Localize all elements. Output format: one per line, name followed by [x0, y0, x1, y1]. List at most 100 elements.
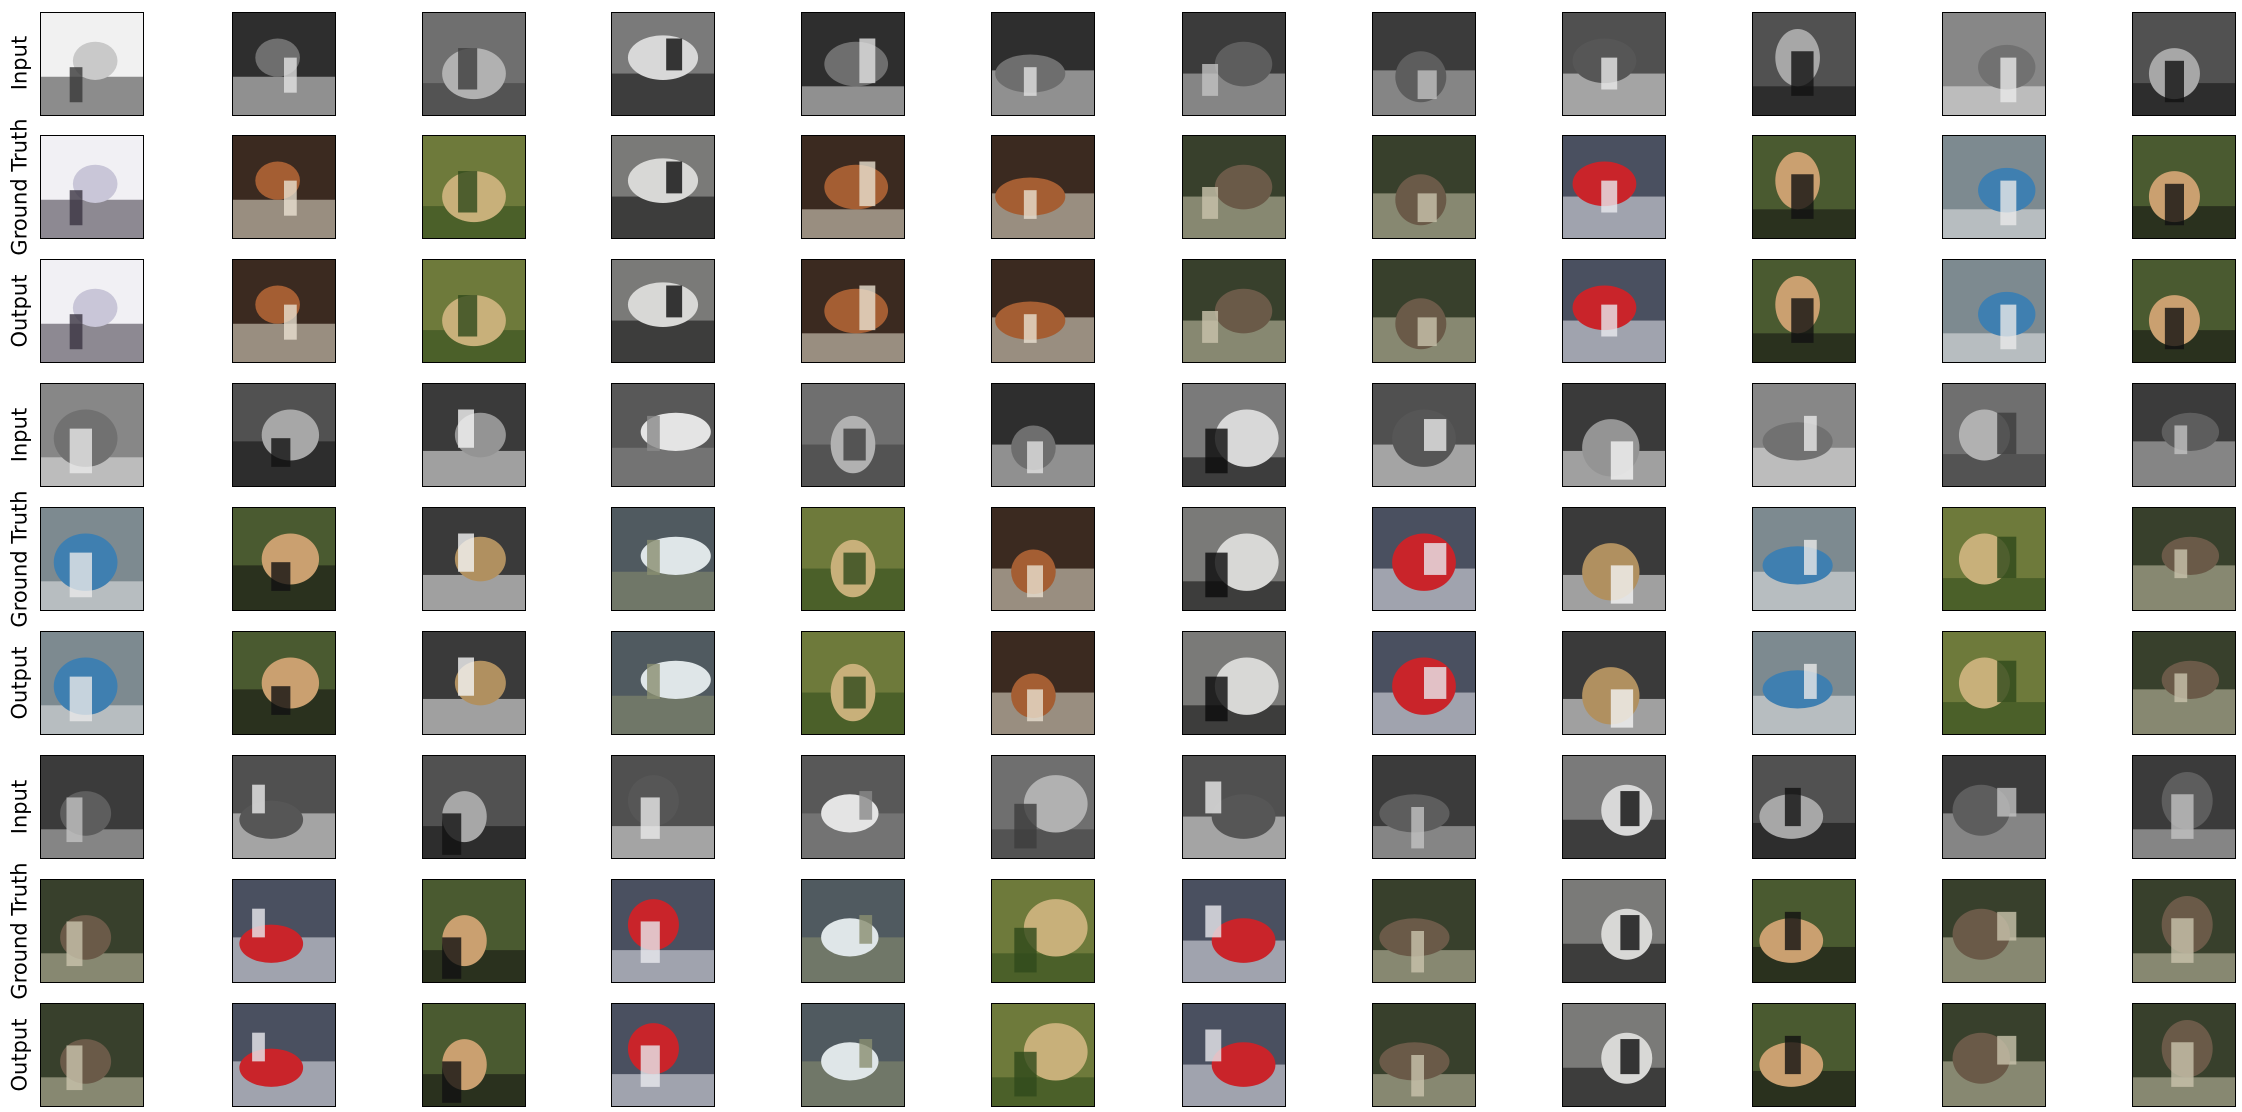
thumbnail-horse [801, 259, 905, 363]
thumbnail-deer [1752, 879, 1856, 983]
thumbnail-car [1182, 507, 1286, 611]
thumbnail-deer [422, 879, 526, 983]
thumbnail-truck [1562, 259, 1666, 363]
thumbnail-car [1562, 879, 1666, 983]
thumbnail-horse [801, 12, 905, 116]
thumbnail-cat [422, 507, 526, 611]
thumbnail-car [611, 259, 715, 363]
thumbnail-car [1562, 755, 1666, 859]
thumbnail-airplane [611, 507, 715, 611]
thumbnail-deer [422, 1003, 526, 1107]
thumbnail-deer [232, 507, 336, 611]
thumbnail-horse [991, 631, 1095, 735]
thumbnail-bird [2132, 507, 2236, 611]
row-label-text: Output [7, 646, 32, 720]
thumbnail-deer [232, 631, 336, 735]
thumbnail-cat [1562, 383, 1666, 487]
thumbnail-bird [40, 879, 144, 983]
thumbnail-ship [1942, 135, 2046, 239]
thumbnail-ship [40, 383, 144, 487]
thumbnail-deer [1752, 12, 1856, 116]
thumbnail-deer [1752, 135, 1856, 239]
thumbnail-frog [801, 631, 905, 735]
thumbnail-airplane [611, 383, 715, 487]
thumbnail-dog [40, 12, 144, 116]
thumbnail-bird [1372, 1003, 1476, 1107]
thumbnail-bird [1372, 135, 1476, 239]
thumbnail-bird [2132, 879, 2236, 983]
thumbnail-frog [991, 879, 1095, 983]
thumbnail-ship [40, 507, 144, 611]
thumbnail-bird [2132, 631, 2236, 735]
thumbnail-dog [40, 135, 144, 239]
row-label-text: Input [7, 407, 32, 463]
thumbnail-frog [1942, 383, 2046, 487]
thumbnail-bird [40, 1003, 144, 1107]
thumbnail-ship [40, 631, 144, 735]
thumbnail-bird [1942, 1003, 2046, 1107]
thumbnail-deer [1752, 259, 1856, 363]
thumbnail-frog [801, 383, 905, 487]
thumbnail-frog [1942, 631, 2046, 735]
thumbnail-deer [2132, 259, 2236, 363]
thumbnail-deer [1752, 755, 1856, 859]
thumbnail-cat [1562, 507, 1666, 611]
thumbnail-bird [1372, 879, 1476, 983]
thumbnail-horse [801, 135, 905, 239]
row-label-text: Ground Truth [7, 490, 32, 628]
thumbnail-bird [1182, 12, 1286, 116]
thumbnail-truck [611, 1003, 715, 1107]
thumbnail-car [1182, 383, 1286, 487]
thumbnail-bird [1372, 12, 1476, 116]
thumbnail-airplane [801, 1003, 905, 1107]
thumbnail-bird [1942, 755, 2046, 859]
row-label-text: Output [7, 1018, 32, 1092]
thumbnail-frog [422, 12, 526, 116]
row-label-text: Input [7, 35, 32, 91]
thumbnail-truck [1182, 879, 1286, 983]
thumbnail-truck [1182, 755, 1286, 859]
thumbnail-car [611, 135, 715, 239]
thumbnail-horse [991, 259, 1095, 363]
thumbnail-frog [801, 507, 905, 611]
thumbnail-ship [1752, 507, 1856, 611]
thumbnail-car [1182, 631, 1286, 735]
row-label-text: Ground Truth [7, 118, 32, 256]
thumbnail-cat [422, 383, 526, 487]
thumbnail-deer [2132, 135, 2236, 239]
thumbnail-airplane [801, 879, 905, 983]
thumbnail-bird [1942, 879, 2046, 983]
thumbnail-truck [1562, 12, 1666, 116]
thumbnail-deer [422, 755, 526, 859]
row-label-text: Ground Truth [7, 862, 32, 1000]
thumbnail-truck [1182, 1003, 1286, 1107]
thumbnail-bird [1372, 755, 1476, 859]
thumbnail-airplane [801, 755, 905, 859]
thumbnail-frog [422, 135, 526, 239]
thumbnail-truck [1372, 383, 1476, 487]
thumbnail-truck [1562, 135, 1666, 239]
thumbnail-horse [232, 12, 336, 116]
thumbnail-truck [232, 1003, 336, 1107]
thumbnail-ship [1752, 631, 1856, 735]
thumbnail-bird [1182, 135, 1286, 239]
thumbnail-horse [232, 135, 336, 239]
thumbnail-horse [991, 12, 1095, 116]
thumbnail-airplane [611, 631, 715, 735]
thumbnail-frog [991, 1003, 1095, 1107]
thumbnail-frog [422, 259, 526, 363]
row-label-text: Output [7, 274, 32, 348]
thumbnail-cat [1562, 631, 1666, 735]
thumbnail-truck [611, 755, 715, 859]
thumbnail-truck [1372, 507, 1476, 611]
thumbnail-ship [1752, 383, 1856, 487]
thumbnail-bird [1372, 259, 1476, 363]
thumbnail-truck [232, 879, 336, 983]
thumbnail-deer [232, 383, 336, 487]
thumbnail-ship [1942, 12, 2046, 116]
thumbnail-bird [2132, 755, 2236, 859]
thumbnail-dog [40, 259, 144, 363]
thumbnail-deer [2132, 12, 2236, 116]
row-label-text: Input [7, 779, 32, 835]
thumbnail-truck [232, 755, 336, 859]
